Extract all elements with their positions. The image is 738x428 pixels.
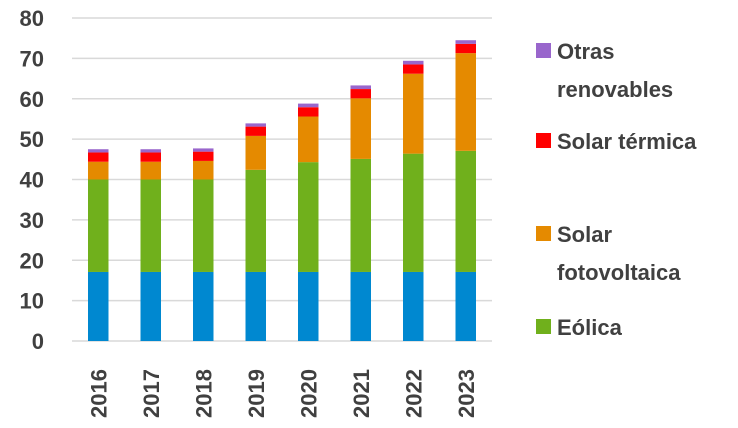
bar-hidraulica-2020: [298, 271, 319, 341]
y-tick-label: 0: [32, 329, 44, 354]
x-tick-label: 2018: [191, 369, 216, 418]
bar-eolica-2023: [455, 150, 476, 272]
legend-item-otras: Otras renovables: [536, 39, 673, 102]
bar-otras-2022: [403, 60, 424, 65]
bar-fv-2023: [455, 53, 476, 151]
bar-fv-2019: [245, 135, 266, 170]
bar-fv-2016: [88, 161, 109, 180]
bar-stack-2020: [298, 103, 319, 341]
x-tick-label: 2023: [454, 369, 479, 418]
bar-termica-2016: [88, 152, 109, 162]
bar-termica-2023: [455, 43, 476, 54]
bar-fv-2022: [403, 73, 424, 154]
bar-fv-2017: [140, 161, 161, 180]
bar-termica-2021: [350, 89, 371, 99]
bar-eolica-2016: [88, 179, 109, 272]
bar-eolica-2018: [193, 179, 214, 272]
y-tick-label: 10: [20, 289, 44, 314]
bar-stack-2018: [193, 148, 214, 341]
bar-otras-2019: [245, 123, 266, 127]
x-tick-label: 2021: [349, 369, 374, 418]
bars: [88, 40, 476, 341]
x-tick-label: 2016: [86, 369, 111, 418]
y-tick-label: 30: [20, 208, 44, 233]
bar-eolica-2021: [350, 158, 371, 272]
y-tick-label: 70: [20, 46, 44, 71]
bar-hidraulica-2023: [455, 271, 476, 341]
bar-fv-2018: [193, 160, 214, 180]
legend-swatch-otras: [536, 43, 551, 58]
bar-hidraulica-2017: [140, 271, 161, 341]
legend-label-otras: Otras: [557, 39, 614, 64]
bar-otras-2017: [140, 149, 161, 153]
legend-swatch-fv: [536, 226, 551, 241]
bar-termica-2018: [193, 151, 214, 161]
y-axis: 0 10 20 30 40 50 60 70 80: [20, 6, 44, 354]
x-tick-label: 2022: [401, 369, 426, 418]
y-tick-label: 60: [20, 87, 44, 112]
bar-termica-2022: [403, 64, 424, 74]
bar-eolica-2019: [245, 169, 266, 272]
legend-item-fv: Solar fotovoltaica: [536, 222, 681, 285]
bar-fv-2020: [298, 116, 319, 163]
bar-stack-2019: [245, 123, 266, 341]
bar-termica-2019: [245, 126, 266, 136]
legend-item-termica: Solar térmica: [536, 129, 697, 154]
y-tick-label: 50: [20, 127, 44, 152]
legend-label-fv: fotovoltaica: [557, 260, 681, 285]
x-axis: 2016 2017 2018 2019 2020 2021 2022 2023: [86, 369, 479, 418]
bar-otras-2020: [298, 103, 319, 108]
legend-label-termica: Solar térmica: [557, 129, 697, 154]
bar-eolica-2017: [140, 179, 161, 272]
legend-label-otras: renovables: [557, 77, 673, 102]
legend-label-fv: Solar: [557, 222, 612, 247]
bar-termica-2017: [140, 152, 161, 162]
bar-stack-2016: [88, 149, 109, 341]
y-tick-label: 20: [20, 248, 44, 273]
y-tick-label: 40: [20, 168, 44, 193]
x-tick-label: 2019: [244, 369, 269, 418]
legend: Otras renovables Solar térmica Solar fotovol…: [536, 39, 697, 340]
grid-lines: [72, 17, 492, 342]
bar-hidraulica-2019: [245, 271, 266, 341]
bar-eolica-2022: [403, 153, 424, 272]
bar-hidraulica-2022: [403, 271, 424, 341]
y-tick-label: 80: [20, 6, 44, 31]
legend-label-eolica: Eólica: [557, 315, 623, 340]
bar-stack-2021: [350, 85, 371, 341]
legend-swatch-eolica: [536, 319, 551, 334]
bar-fv-2021: [350, 98, 371, 159]
x-tick-label: 2020: [296, 369, 321, 418]
bar-termica-2020: [298, 107, 319, 117]
bar-stack-2022: [403, 60, 424, 341]
bar-eolica-2020: [298, 162, 319, 272]
legend-item-eolica: Eólica: [536, 315, 623, 340]
bar-stack-2017: [140, 149, 161, 341]
bar-otras-2018: [193, 148, 214, 152]
bar-hidraulica-2018: [193, 271, 214, 341]
bar-otras-2021: [350, 85, 371, 90]
bar-otras-2023: [455, 40, 476, 44]
legend-swatch-termica: [536, 133, 551, 148]
bar-otras-2016: [88, 149, 109, 153]
x-tick-label: 2017: [139, 369, 164, 418]
bar-hidraulica-2016: [88, 271, 109, 341]
bar-hidraulica-2021: [350, 271, 371, 341]
bar-stack-2023: [455, 40, 476, 341]
